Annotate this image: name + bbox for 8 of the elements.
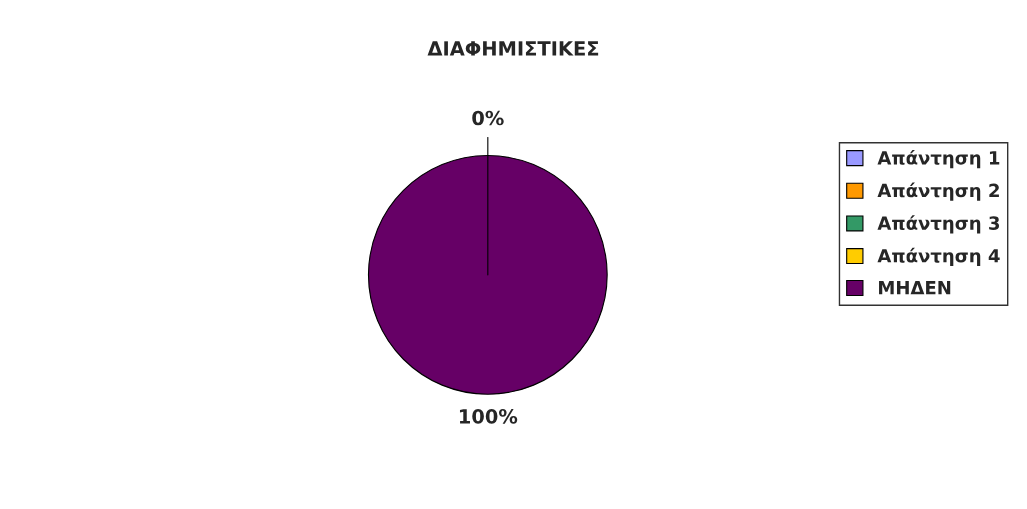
legend-label: Απάντηση 3 bbox=[877, 215, 1000, 234]
legend-label: Απάντηση 2 bbox=[877, 182, 999, 201]
text: 0% bbox=[472, 110, 504, 126]
chart-title: ΔΙΑΦΗΜΙΣΤΙΚΕΣ bbox=[427, 41, 599, 56]
legend-label: Απάντηση 4 bbox=[877, 247, 1000, 267]
legend-label: ΜΗΔΕΝ bbox=[879, 281, 951, 295]
legend-label: Απάντηση 1 bbox=[877, 149, 1000, 169]
data-label: 100% bbox=[459, 409, 518, 424]
